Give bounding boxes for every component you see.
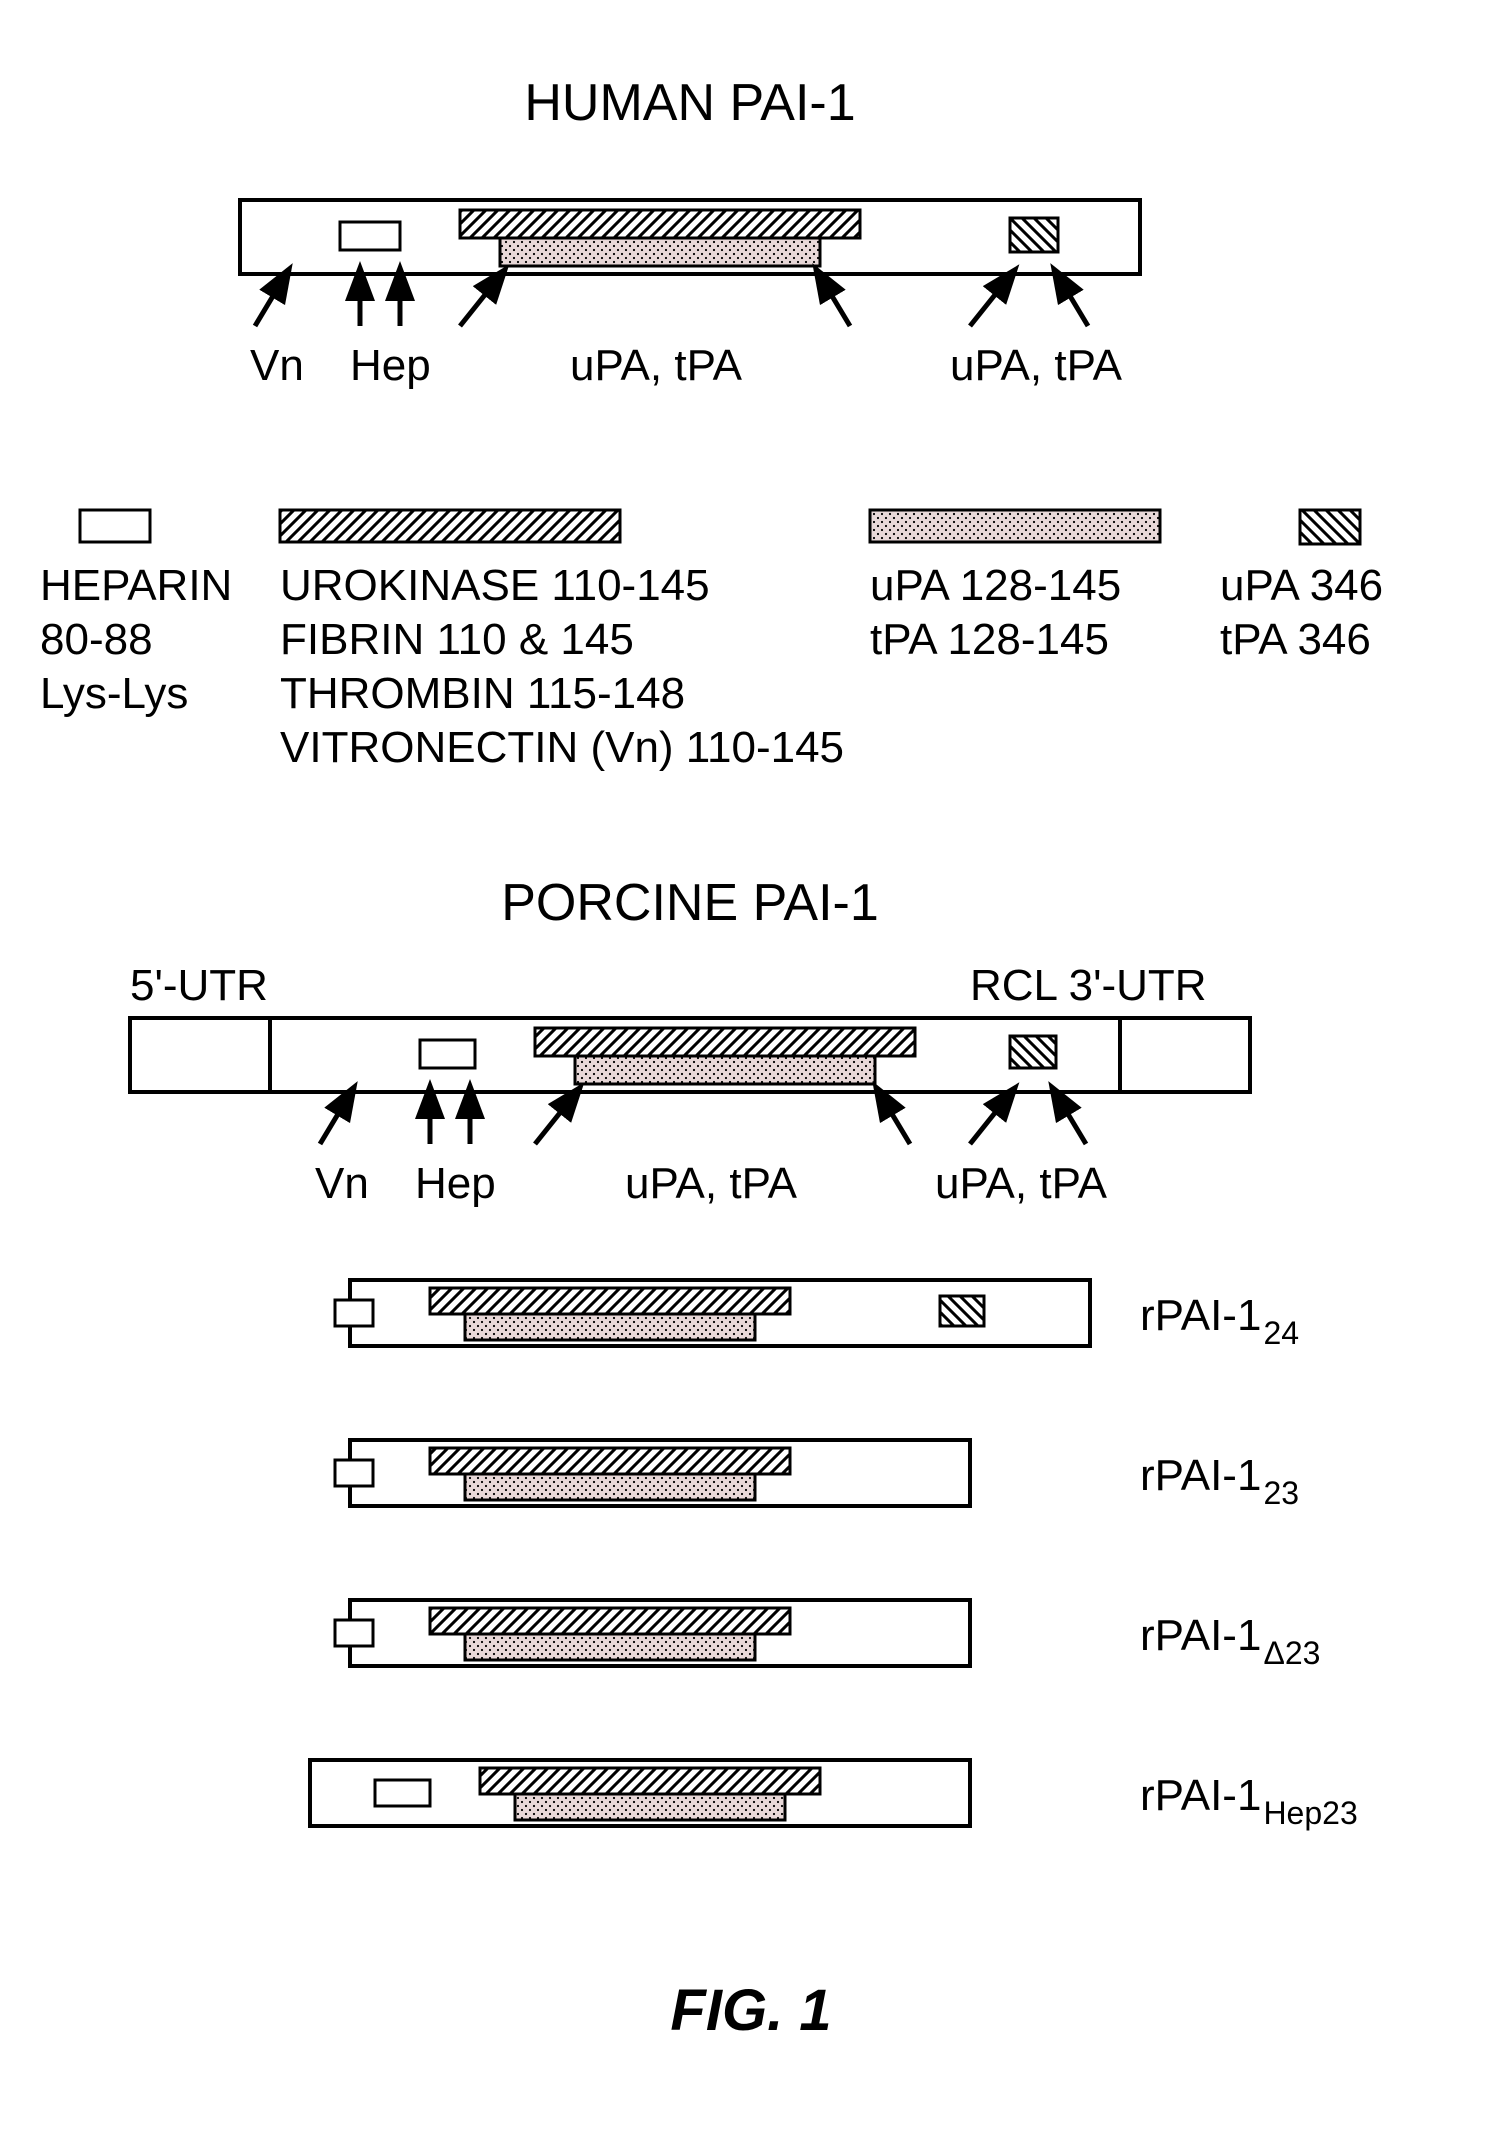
porcine-dots-box (575, 1056, 875, 1084)
construct-sub-rHep23: Hep23 (1263, 1795, 1357, 1831)
porcine-heparin-box (420, 1040, 475, 1068)
title-porcine: PORCINE PAI-1 (501, 874, 879, 932)
legend-col3: uPA 128-145 (870, 561, 1121, 610)
legend-col4: uPA 346 (1220, 561, 1383, 610)
legend-swatch-heparin (80, 510, 150, 542)
arrow (320, 1094, 350, 1144)
legend-col1: 80-88 (40, 615, 153, 664)
construct-dots-rHep23 (515, 1794, 785, 1820)
label-hep: Hep (415, 1159, 496, 1208)
construct-hatch-rD23 (430, 1608, 790, 1634)
legend-col2: UROKINASE 110-145 (280, 561, 710, 610)
label-3utr: RCL 3'-UTR (970, 961, 1207, 1010)
arrow (460, 276, 500, 326)
construct-heptab-r24 (335, 1300, 373, 1326)
arrow (1058, 276, 1088, 326)
construct-label-r23: rPAI-1 (1140, 1451, 1261, 1500)
construct-dots-r23 (465, 1474, 755, 1500)
label-vn: Vn (315, 1159, 369, 1208)
construct-label-r24: rPAI-1 (1140, 1291, 1261, 1340)
legend-col4: tPA 346 (1220, 615, 1371, 664)
construct-sub-r23: 23 (1263, 1475, 1299, 1511)
legend-col1: Lys-Lys (40, 669, 188, 718)
construct-heptab-r23 (335, 1460, 373, 1486)
label-upa-tpa: uPA, tPA (570, 341, 743, 390)
human-dots-box (500, 238, 820, 266)
construct-sub-r24: 24 (1263, 1315, 1299, 1351)
arrow (970, 276, 1010, 326)
arrow (1056, 1094, 1086, 1144)
construct-hatch-r24 (430, 1288, 790, 1314)
construct-dots-r24 (465, 1314, 755, 1340)
title-human: HUMAN PAI-1 (524, 74, 855, 132)
arrow (880, 1094, 910, 1144)
construct-label-rHep23: rPAI-1 (1140, 1771, 1261, 1820)
legend-col2: VITRONECTIN (Vn) 110-145 (280, 723, 844, 772)
construct-hatch-r23 (430, 1448, 790, 1474)
label-vn: Vn (250, 341, 304, 390)
label-upa-tpa: uPA, tPA (950, 341, 1123, 390)
human-hatch-box (460, 210, 860, 238)
legend-col3: tPA 128-145 (870, 615, 1109, 664)
arrow (535, 1094, 575, 1144)
porcine-small-box (1010, 1036, 1056, 1068)
label-upa-tpa: uPA, tPA (625, 1159, 798, 1208)
legend-col1: HEPARIN (40, 561, 232, 610)
construct-small-r24 (940, 1296, 984, 1326)
legend-swatch-dots (870, 510, 1160, 542)
legend-col2: THROMBIN 115-148 (280, 669, 685, 718)
arrow (970, 1094, 1010, 1144)
construct-hepinner-rHep23 (375, 1780, 430, 1806)
construct-sub-rD23: Δ23 (1263, 1635, 1320, 1671)
label-hep: Hep (350, 341, 431, 390)
construct-hatch-rHep23 (480, 1768, 820, 1794)
figure-caption: FIG. 1 (670, 1978, 831, 2043)
arrow (255, 276, 285, 326)
construct-label-rD23: rPAI-1 (1140, 1611, 1261, 1660)
legend-col2: FIBRIN 110 & 145 (280, 615, 634, 664)
construct-dots-rD23 (465, 1634, 755, 1660)
legend-swatch-small (1300, 510, 1360, 544)
human-heparin-box (340, 222, 400, 250)
arrow (820, 276, 850, 326)
legend-swatch-hatch (280, 510, 620, 542)
label-upa-tpa: uPA, tPA (935, 1159, 1108, 1208)
human-small-box (1010, 218, 1058, 252)
construct-heptab-rD23 (335, 1620, 373, 1646)
porcine-hatch-box (535, 1028, 915, 1056)
label-5utr: 5'-UTR (130, 961, 268, 1010)
